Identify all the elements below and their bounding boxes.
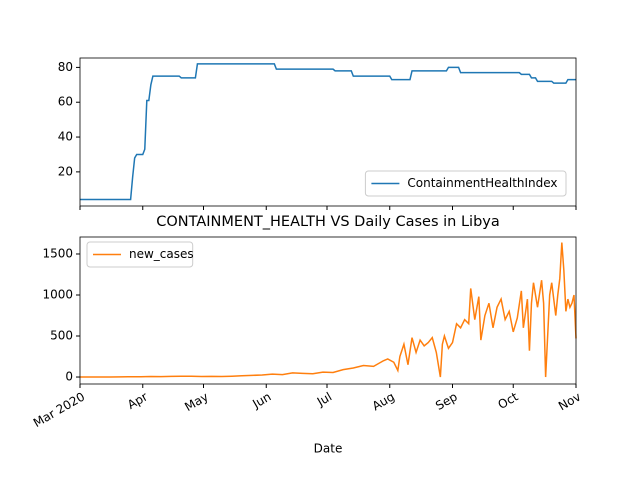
legend-label: new_cases: [129, 247, 194, 261]
x-tick-label: Sep: [433, 390, 460, 413]
legend-box: [86, 241, 194, 268]
y-tick-label: 500: [50, 329, 73, 343]
legend-label: ContainmentHealthIndex: [407, 176, 557, 190]
axes-frame: [79, 236, 577, 385]
y-tick-label: 40: [58, 130, 73, 144]
x-axis-label: Date: [314, 442, 343, 456]
data-line: [80, 63, 576, 201]
x-tick-label: Nov: [556, 390, 583, 414]
x-tick-label: Oct: [496, 389, 521, 412]
y-tick-label: 0: [65, 370, 73, 384]
x-tick-label: Aug: [370, 390, 397, 414]
y-tick-label: 20: [58, 164, 73, 178]
x-tick-label: Jun: [249, 390, 273, 412]
y-tick-label: 60: [58, 95, 73, 109]
legend-box: [364, 170, 567, 197]
data-line: [80, 242, 577, 378]
axes-frame: [79, 57, 577, 207]
y-tick-label: 80: [58, 60, 73, 74]
x-tick-label: May: [182, 390, 210, 415]
y-tick-label: 1000: [42, 287, 73, 301]
x-tick-label: Apr: [125, 389, 150, 412]
x-tick-label: Jul: [314, 390, 334, 410]
y-tick-label: 1500: [42, 246, 73, 260]
x-tick-label: Mar 2020: [31, 390, 87, 431]
chart-title: CONTAINMENT_HEALTH VS Daily Cases in Lib…: [156, 214, 500, 230]
